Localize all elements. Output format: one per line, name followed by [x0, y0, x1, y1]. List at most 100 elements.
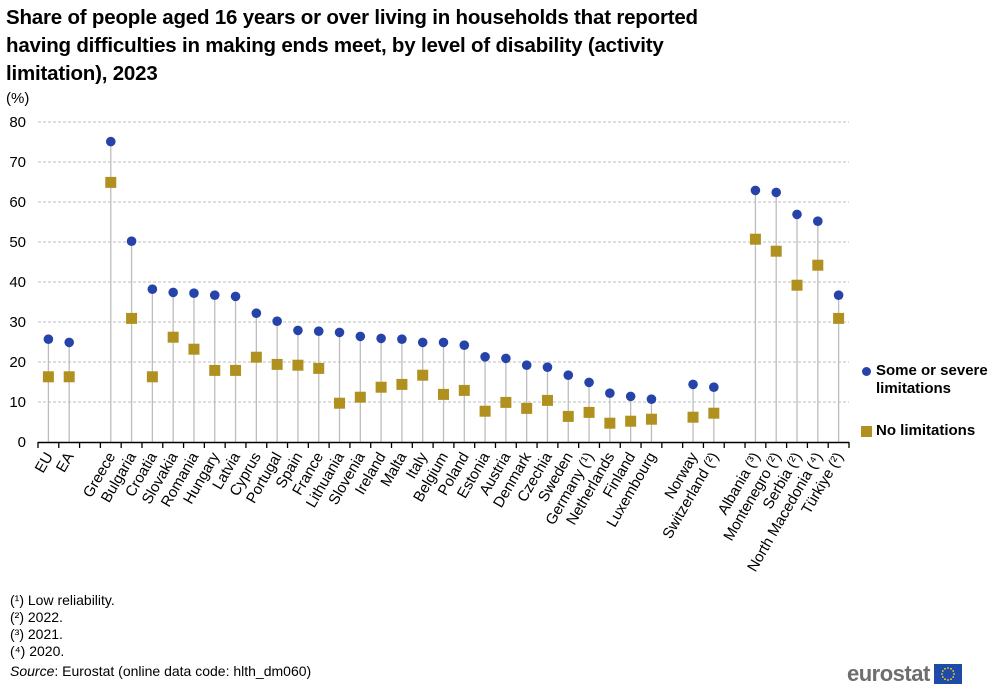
circle-point: [230, 291, 241, 302]
circle-point: [709, 382, 719, 393]
eu-flag-icon: [933, 664, 962, 684]
circle-point: [147, 284, 158, 295]
circle-point: [542, 362, 553, 373]
y-axis-unit: (%): [6, 90, 30, 107]
source-label: Source: [10, 663, 55, 679]
circle-point: [438, 337, 449, 348]
circle-point: [688, 379, 698, 390]
circle-point: [646, 394, 657, 405]
y-tick-label: 70: [9, 154, 26, 171]
square-point: [417, 369, 429, 381]
logo-text: eurostat: [847, 661, 930, 686]
square-point: [625, 415, 637, 427]
circle-marker-icon: [862, 367, 871, 376]
circle-point: [272, 316, 282, 327]
footnote: (²) 2022.: [10, 609, 63, 625]
y-tick-label: 20: [9, 354, 26, 371]
square-point: [396, 378, 408, 390]
circle-point: [833, 290, 844, 301]
source-note: Source: Eurostat (online data code: hlth…: [10, 663, 311, 680]
square-point: [146, 371, 158, 383]
circle-point: [459, 340, 470, 351]
square-point: [375, 381, 387, 393]
square-point: [645, 413, 657, 425]
square-point: [833, 312, 845, 324]
footnote: (³) 2021.: [10, 626, 63, 642]
y-axis-ticks: 0 10 20 30 40 50 60 70 80: [9, 114, 26, 451]
square-point: [167, 331, 179, 343]
circle-point: [64, 337, 74, 348]
square-point: [209, 364, 221, 376]
square-point: [791, 279, 803, 291]
footnote: (⁴) 2020.: [10, 643, 65, 659]
square-point: [562, 410, 574, 422]
square-point: [271, 358, 283, 370]
circle-point: [126, 236, 137, 246]
footnote: (¹) Low reliability.: [10, 592, 115, 608]
circle-point: [334, 327, 345, 338]
square-point: [583, 406, 595, 418]
legend-label: No limitations: [876, 422, 976, 439]
square-point: [541, 394, 553, 406]
legend-item-some-or-severe[interactable]: Some or severe limitations: [860, 362, 1001, 398]
circle-point: [563, 370, 574, 381]
square-point: [458, 384, 470, 396]
square-point: [770, 245, 782, 257]
gridlines: [38, 121, 849, 403]
square-point: [334, 397, 346, 409]
source-text: : Eurostat (online data code: hlth_dm060…: [54, 663, 312, 679]
circle-point: [417, 337, 428, 348]
square-point: [230, 364, 242, 376]
y-tick-label: 80: [9, 114, 26, 131]
x-tick-label: EU: [32, 450, 57, 477]
stems: [47, 141, 840, 442]
square-point: [812, 259, 824, 271]
circle-point: [605, 388, 615, 399]
circle-point: [771, 187, 782, 198]
square-point: [313, 362, 325, 374]
circle-point: [584, 377, 594, 388]
square-point: [479, 405, 491, 417]
y-tick-label: 0: [18, 434, 26, 451]
circle-point: [189, 288, 199, 299]
square-point: [63, 371, 75, 383]
circle-point: [501, 353, 511, 364]
square-marker-icon: [861, 426, 872, 437]
square-point: [687, 411, 699, 423]
circle-point: [397, 334, 407, 345]
circle-point: [209, 290, 220, 301]
square-point: [749, 233, 761, 245]
chart-title: Share of people aged 16 years or over li…: [6, 6, 698, 85]
square-point: [708, 407, 720, 419]
legend-label: Some or severe limitations: [876, 362, 988, 397]
data-marks: [42, 136, 845, 429]
circle-point: [168, 287, 178, 298]
square-point: [250, 351, 262, 363]
legend-item-no-limitations[interactable]: No limitations: [860, 422, 1001, 440]
circle-point: [313, 326, 324, 337]
square-point: [521, 402, 533, 414]
x-tick-label: EA: [53, 450, 78, 476]
circle-point: [521, 360, 532, 371]
circle-point: [625, 391, 636, 402]
legend: Some or severe limitations No limitation…: [860, 362, 1001, 440]
circle-point: [813, 216, 823, 226]
footnotes: (¹) Low reliability. (²) 2022. (³) 2021.…: [10, 592, 311, 680]
circle-point: [43, 334, 54, 345]
circle-point: [293, 325, 303, 336]
square-point: [292, 359, 304, 371]
y-tick-label: 50: [9, 234, 26, 251]
square-point: [500, 396, 512, 408]
circle-point: [355, 331, 366, 342]
square-point: [105, 176, 117, 188]
circle-point: [480, 352, 490, 362]
y-tick-label: 10: [9, 394, 26, 411]
circle-point: [105, 136, 116, 147]
eurostat-logo: eurostat: [847, 661, 962, 687]
circle-point: [376, 333, 386, 344]
y-tick-label: 30: [9, 314, 26, 331]
square-point: [42, 371, 54, 383]
y-tick-label: 40: [9, 274, 26, 291]
circle-point: [750, 185, 761, 196]
